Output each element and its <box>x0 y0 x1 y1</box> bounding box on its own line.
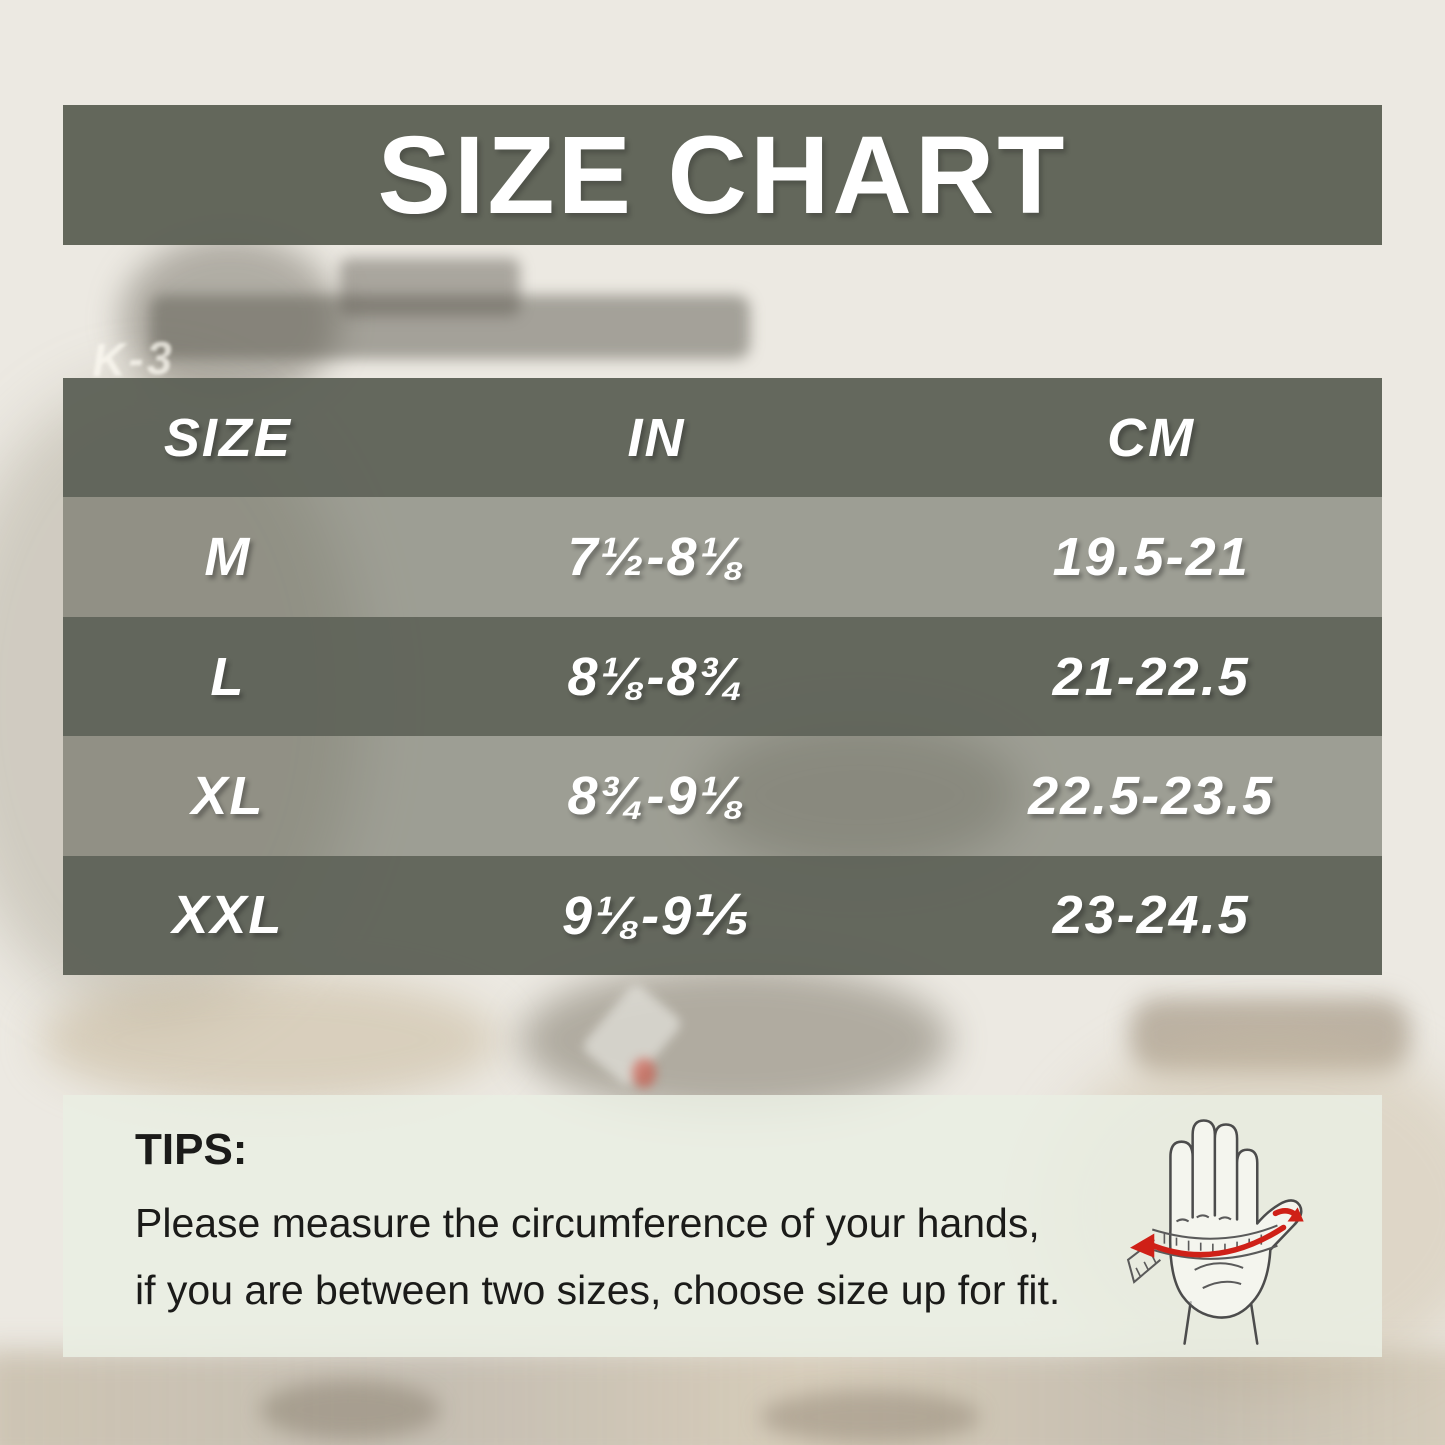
size-label: XL <box>191 765 265 826</box>
size-label: L <box>210 646 246 707</box>
cm-value: 22.5-23.5 <box>1028 765 1275 826</box>
page-title: SIZE CHART <box>377 113 1068 237</box>
column-header-cm: CM <box>1107 407 1196 468</box>
tips-text-line: if you are between two sizes, choose siz… <box>135 1267 1061 1313</box>
background-rock-spot <box>260 1380 440 1440</box>
tips-panel: TIPS: Please measure the circumference o… <box>63 1095 1382 1357</box>
table-row-m: M 7½-8⅛ 19.5-21 <box>63 497 1382 617</box>
table-header-row: SIZE IN CM <box>63 378 1382 498</box>
background-camo-shape <box>40 975 500 1105</box>
cm-value: 19.5-21 <box>1052 527 1250 588</box>
background-red-detail <box>632 1058 656 1088</box>
in-value: 7½-8⅛ <box>567 527 746 588</box>
background-rifle-shape <box>150 295 750 359</box>
tips-heading: TIPS: <box>135 1125 248 1174</box>
cm-value: 23-24.5 <box>1052 885 1250 946</box>
background-rock-spot <box>760 1390 980 1444</box>
table-row-l: L 8⅛-8¾ 21-22.5 <box>63 616 1382 737</box>
background-suppressor-shape <box>1130 998 1410 1072</box>
column-header-size: SIZE <box>163 407 292 468</box>
in-value: 9⅛-9⅕ <box>562 885 752 946</box>
tips-text-line: Please measure the circumference of your… <box>135 1200 1040 1246</box>
table-row-xl: XL 8¾-9⅛ 22.5-23.5 <box>63 736 1382 856</box>
size-label: M <box>204 527 252 588</box>
size-label: XXL <box>172 885 284 946</box>
in-value: 8⅛-8¾ <box>567 646 746 707</box>
size-table: SIZE IN CM M 7½-8⅛ 19.5-21 L 8⅛-8¾ 21-22… <box>63 378 1382 976</box>
hand-measure-icon <box>1126 1119 1304 1345</box>
title-bar: SIZE CHART <box>63 105 1382 245</box>
background-ground-strip <box>0 1350 1445 1445</box>
column-header-in: IN <box>627 407 686 468</box>
table-row-xxl: XXL 9⅛-9⅕ 23-24.5 <box>63 855 1382 976</box>
background-rifle-scope-shape <box>340 258 520 316</box>
in-value: 8¾-9⅛ <box>567 765 746 826</box>
cm-value: 21-22.5 <box>1052 646 1250 707</box>
